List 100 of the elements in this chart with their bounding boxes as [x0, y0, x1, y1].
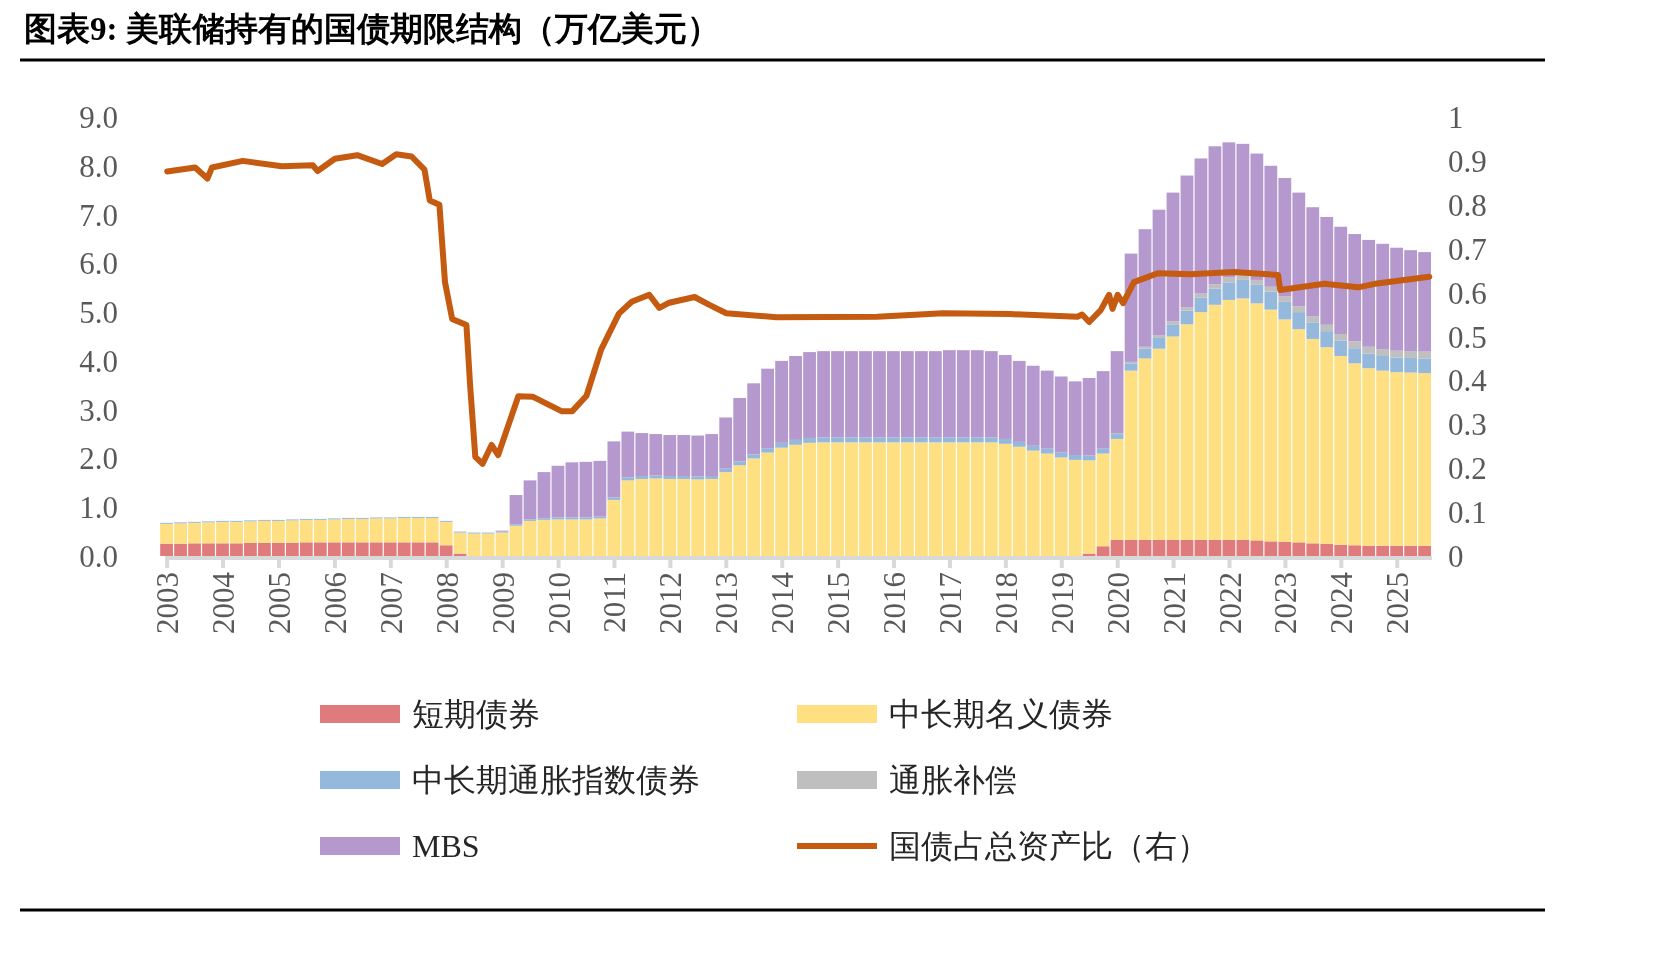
bar: [1334, 334, 1348, 341]
bar: [1250, 279, 1264, 285]
y-tick-label: 7.0: [79, 197, 118, 233]
bar: [1152, 348, 1166, 540]
y-tick-label: 8.0: [79, 148, 118, 184]
bar: [551, 519, 565, 556]
y2-tick-label: 0.5: [1448, 319, 1487, 355]
bar: [579, 461, 593, 518]
x-tick-label: 2018: [988, 572, 1024, 634]
bar: [1166, 336, 1180, 540]
bar: [607, 497, 621, 500]
y-tick-label: 5.0: [79, 295, 118, 331]
x-tick-label: 2016: [877, 572, 913, 634]
bar: [1278, 296, 1292, 302]
y-tick-label: 0.0: [79, 539, 118, 574]
bar: [1208, 288, 1222, 305]
bar: [1124, 363, 1138, 371]
y-tick-label: 1.0: [79, 490, 118, 526]
y2-tick-label: 0.7: [1448, 231, 1487, 267]
bar: [761, 448, 775, 453]
bar: [1124, 539, 1138, 556]
bar: [1208, 304, 1222, 540]
x-tick-label: 2005: [262, 572, 297, 634]
x-tick-label: 2019: [1044, 572, 1080, 634]
y2-tick-label: 0.8: [1448, 187, 1487, 223]
bar: [1208, 539, 1222, 556]
bar: [1152, 539, 1166, 556]
bar: [1194, 158, 1208, 294]
bar: [523, 480, 537, 520]
x-tick-label: 2008: [429, 572, 465, 634]
bar: [509, 495, 523, 525]
x-tick-label: 2015: [821, 572, 857, 634]
chart-title: 图表9: 美联储持有的国债期限结构（万亿美元）: [24, 11, 720, 47]
x-tick-label: 2017: [932, 572, 968, 634]
bar: [523, 520, 537, 556]
y2-tick-label: 1: [1448, 100, 1464, 135]
x-tick-label: 2023: [1268, 572, 1304, 634]
x-tick-label: 2020: [1100, 572, 1136, 634]
bar: [1194, 297, 1208, 313]
bar: [1138, 539, 1152, 556]
bar: [1166, 539, 1180, 556]
legend-label: 通胀补偿: [889, 762, 1017, 798]
bar: [537, 519, 551, 556]
x-tick-label: 2014: [765, 571, 801, 634]
bar: [1208, 146, 1222, 285]
bar: [1166, 324, 1180, 337]
legend-label: 国债占总资产比（右）: [889, 828, 1209, 864]
y2-tick-label: 0.6: [1448, 275, 1487, 311]
x-tick-label: 2011: [597, 572, 633, 633]
bar: [579, 519, 593, 556]
bar: [1320, 324, 1334, 332]
y-tick-label: 6.0: [79, 246, 118, 282]
x-tick-label: 2010: [541, 572, 577, 634]
y2-tick-label: 0.4: [1448, 363, 1488, 399]
bar: [1138, 358, 1152, 540]
y-tick-label: 2.0: [79, 441, 118, 477]
legend-label: 中长期通胀指数债券: [412, 762, 700, 798]
bar: [1292, 306, 1306, 313]
bar: [1208, 284, 1222, 289]
x-tick-label: 2004: [206, 571, 242, 634]
bar: [537, 472, 551, 519]
x-tick-label: 2021: [1156, 572, 1192, 634]
bar: [1180, 307, 1194, 311]
bar: [1152, 337, 1166, 349]
x-tick-label: 2025: [1380, 572, 1416, 634]
bar: [1194, 539, 1208, 556]
x-tick-label: 2024: [1324, 571, 1360, 634]
legend-label: MBS: [412, 828, 480, 864]
y2-tick-label: 0.1: [1448, 495, 1487, 531]
bar: [495, 532, 509, 556]
x-tick-label: 2007: [373, 572, 409, 634]
x-tick-label: 2012: [653, 572, 689, 634]
bar: [1264, 286, 1278, 292]
bar: [733, 461, 747, 466]
bar: [1194, 312, 1208, 540]
bar: [565, 462, 579, 518]
y-tick-label: 4.0: [79, 343, 118, 379]
bar: [1110, 434, 1124, 439]
x-tick-label: 2003: [150, 572, 186, 634]
bar: [565, 519, 579, 556]
bar: [481, 533, 495, 556]
y2-tick-label: 0.9: [1448, 143, 1487, 179]
bar: [1110, 438, 1124, 540]
bar: [1110, 539, 1124, 556]
legend-label: 中长期名义债券: [889, 696, 1113, 732]
y-tick-label: 9.0: [79, 100, 118, 135]
y2-tick-label: 0.2: [1448, 451, 1487, 487]
y-tick-label: 3.0: [79, 392, 118, 428]
bar: [1096, 448, 1110, 454]
bar: [509, 525, 523, 556]
legend-label: 短期债券: [412, 696, 540, 732]
bar: [551, 465, 565, 518]
x-tick-label: 2022: [1212, 572, 1248, 634]
y2-tick-label: 0: [1448, 539, 1464, 574]
x-tick-label: 2006: [317, 572, 353, 634]
bar: [1180, 539, 1194, 556]
x-tick-label: 2013: [709, 572, 745, 634]
bar: [1124, 370, 1138, 540]
bar: [1180, 324, 1194, 540]
bar: [1110, 351, 1124, 434]
